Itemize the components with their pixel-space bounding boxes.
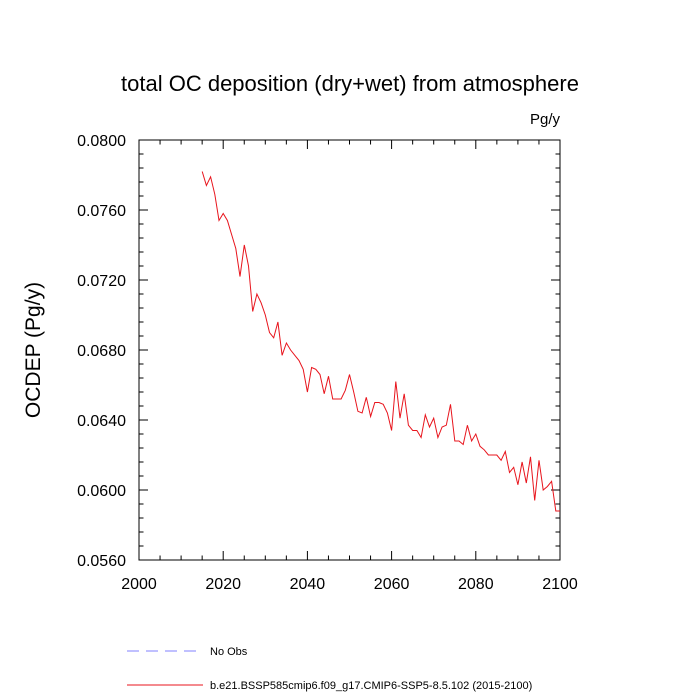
y-axis-label: OCDEP (Pg/y)	[22, 282, 45, 418]
chart-title: total OC deposition (dry+wet) from atmos…	[121, 71, 579, 96]
legend: No Obs b.e21.BSSP585cmip6.f09_g17.CMIP6-…	[127, 646, 532, 692]
legend-series-label: b.e21.BSSP585cmip6.f09_g17.CMIP6-SSP5-8.…	[210, 680, 532, 692]
x-tick-label: 2060	[374, 576, 410, 593]
legend-no-obs-label: No Obs	[210, 646, 248, 658]
y-tick-label: 0.0800	[77, 133, 126, 150]
y-tick-label: 0.0720	[77, 273, 126, 290]
x-tick-label: 2020	[205, 576, 241, 593]
y-tick-label: 0.0680	[77, 343, 126, 360]
units-label: Pg/y	[530, 111, 561, 128]
y-tick-label: 0.0600	[77, 483, 126, 500]
x-tick-label: 2080	[458, 576, 494, 593]
y-tick-label: 0.0560	[77, 553, 126, 570]
y-tick-label: 0.0640	[77, 413, 126, 430]
y-tick-label: 0.0760	[77, 203, 126, 220]
tick-labels: 2000 2020 2040 2060 2080 2100 0.0560 0.0600 0.06…	[77, 133, 578, 593]
x-tick-label: 2000	[121, 576, 157, 593]
x-tick-label: 2100	[542, 576, 578, 593]
plot-border	[138, 139, 561, 561]
axis-ticks	[138, 139, 561, 561]
series-layer	[201, 171, 560, 512]
series-line-0	[201, 171, 560, 512]
x-tick-label: 2040	[290, 576, 326, 593]
plot-frame	[138, 139, 561, 561]
